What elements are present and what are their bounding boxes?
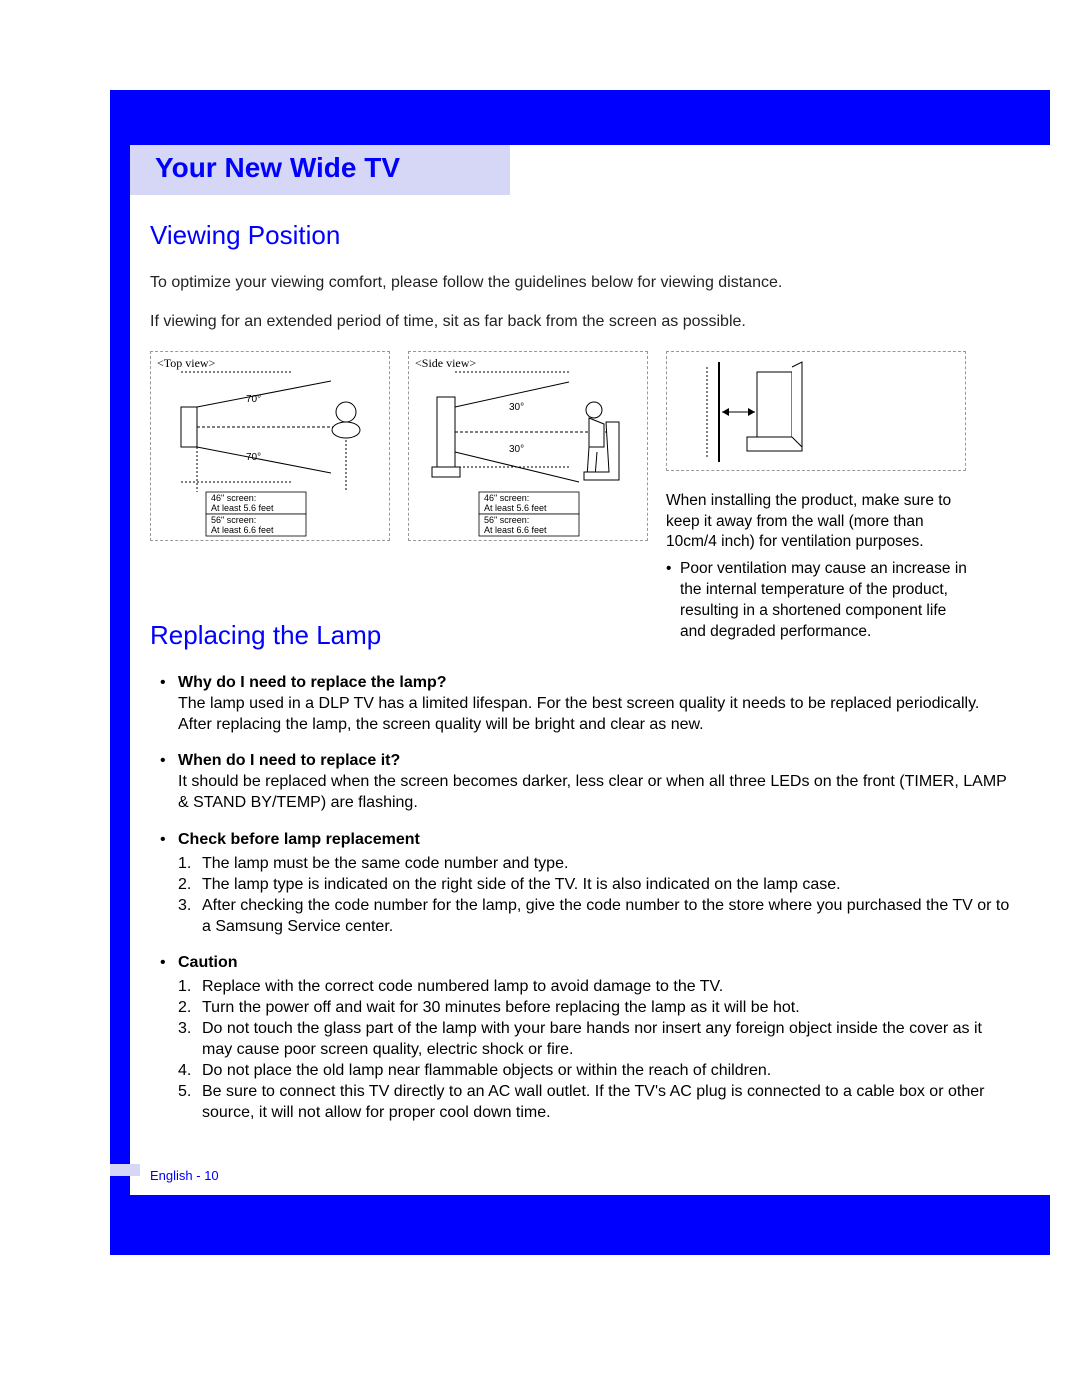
diagram-row: <Top view> 70° 70° 46" screen: At least … <box>150 351 1010 541</box>
svg-text:56" screen:: 56" screen: <box>211 515 256 525</box>
side-angle-lower: 30° <box>509 444 524 455</box>
chapter-title: Your New Wide TV <box>155 152 400 184</box>
caution-item: Replace with the correct code numbered l… <box>178 976 1010 997</box>
check-list: The lamp must be the same code number an… <box>178 853 1010 937</box>
bullet-caution: Caution Replace with the correct code nu… <box>150 953 1010 1124</box>
bullet-when: When do I need to replace it? It should … <box>150 751 1010 813</box>
footer-tick <box>110 1164 140 1176</box>
check-item: The lamp type is indicated on the right … <box>178 874 1010 895</box>
svg-text:46" screen:: 46" screen: <box>484 493 529 503</box>
viewing-position-heading: Viewing Position <box>150 220 1010 251</box>
top-angle-upper: 70° <box>246 394 261 405</box>
side-view-label: <Side view> <box>415 356 476 371</box>
top-view-svg: 70° 70° 46" screen: At least 5.6 feet 56… <box>151 352 391 542</box>
side-angle-upper: 30° <box>509 402 524 413</box>
check-title: Check before lamp replacement <box>178 831 420 848</box>
bullet-why: Why do I need to replace the lamp? The l… <box>150 673 1010 735</box>
caution-item: Turn the power off and wait for 30 minut… <box>178 997 1010 1018</box>
check-item: After checking the code number for the l… <box>178 895 1010 937</box>
intro-line-1: To optimize your viewing comfort, please… <box>150 273 1010 294</box>
side-view-diagram: <Side view> 30° 30° <box>408 351 648 541</box>
caution-list: Replace with the correct code numbered l… <box>178 976 1010 1124</box>
svg-text:At least 6.6 feet: At least 6.6 feet <box>211 525 274 535</box>
top-angle-lower: 70° <box>246 452 261 463</box>
check-item: The lamp must be the same code number an… <box>178 853 1010 874</box>
top-view-diagram: <Top view> 70° 70° 46" screen: At least … <box>150 351 390 541</box>
page-number: English - 10 <box>150 1168 219 1183</box>
wall-note-text: When installing the product, make sure t… <box>666 491 976 554</box>
replacing-lamp-section: Replacing the Lamp Why do I need to repl… <box>150 620 1010 1140</box>
why-title: Why do I need to replace the lamp? <box>178 674 446 691</box>
wall-svg <box>667 352 967 472</box>
caution-item: Do not place the old lamp near flammable… <box>178 1060 1010 1081</box>
viewing-position-section: Viewing Position To optimize your viewin… <box>150 220 1010 541</box>
when-body: It should be replaced when the screen be… <box>178 773 1007 811</box>
wall-clearance-block: When installing the product, make sure t… <box>666 351 986 541</box>
intro-line-2: If viewing for an extended period of tim… <box>150 312 1010 333</box>
wall-clearance-diagram <box>666 351 966 471</box>
when-title: When do I need to replace it? <box>178 752 400 769</box>
side-view-svg: 30° 30° 46" screen: At least 5.6 feet 56… <box>409 352 649 542</box>
svg-text:At least 5.6 feet: At least 5.6 feet <box>211 503 274 513</box>
replacing-lamp-heading: Replacing the Lamp <box>150 620 1010 651</box>
lamp-bullet-list: Why do I need to replace the lamp? The l… <box>150 673 1010 1124</box>
top-view-label: <Top view> <box>157 356 215 371</box>
svg-text:At least 5.6 feet: At least 5.6 feet <box>484 503 547 513</box>
svg-text:46" screen:: 46" screen: <box>211 493 256 503</box>
left-margin-strip <box>110 90 130 1195</box>
caution-item: Do not touch the glass part of the lamp … <box>178 1018 1010 1060</box>
why-body: The lamp used in a DLP TV has a limited … <box>178 695 979 733</box>
caution-item: Be sure to connect this TV directly to a… <box>178 1081 1010 1123</box>
svg-text:At least 6.6 feet: At least 6.6 feet <box>484 525 547 535</box>
caution-title: Caution <box>178 954 238 971</box>
footer-band <box>110 1195 1050 1255</box>
header-band <box>130 90 1050 145</box>
svg-text:56" screen:: 56" screen: <box>484 515 529 525</box>
bullet-check: Check before lamp replacement The lamp m… <box>150 830 1010 937</box>
